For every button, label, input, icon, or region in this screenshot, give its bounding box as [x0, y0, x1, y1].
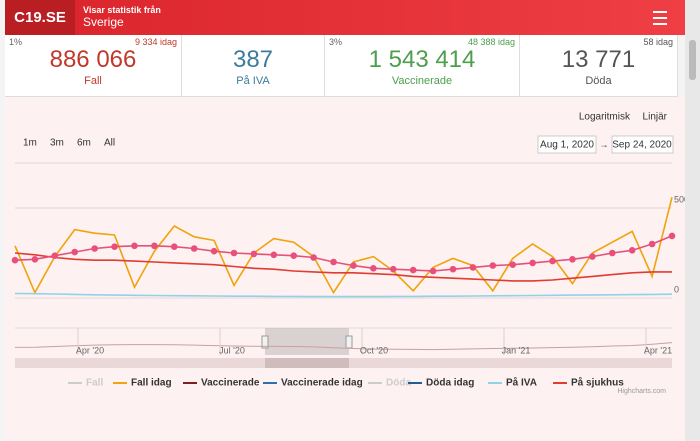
- navigator-handle[interactable]: [261, 335, 269, 349]
- point: [190, 245, 198, 252]
- point: [270, 251, 278, 259]
- point: [509, 261, 517, 269]
- card-today: 58 idag: [643, 37, 673, 47]
- legend-item[interactable]: Döda: [386, 378, 411, 389]
- stat-card: 1% 9 334 idag 886 066 Fall: [5, 35, 182, 96]
- stat-cards: 1% 9 334 idag 886 066 Fall 387 På IVA 3% 48 388…: [5, 35, 678, 97]
- series-line: [14, 252, 672, 282]
- series-line: [14, 235, 673, 272]
- legend-item[interactable]: Fall idag: [131, 378, 172, 389]
- point: [210, 247, 218, 255]
- y-tick-label: 0: [674, 284, 679, 294]
- scale-button[interactable]: Logaritmisk: [579, 112, 631, 123]
- legend-item[interactable]: Fall: [86, 378, 103, 389]
- navigator-handle[interactable]: [345, 335, 353, 349]
- card-value: 387: [232, 46, 274, 73]
- range-button[interactable]: 3m: [50, 138, 64, 149]
- navigator-label: Jan '21: [502, 345, 531, 355]
- chart: Logaritmisk Linjär 1m 3m 6m All Aug 1, 2020 → Se…: [11, 112, 685, 395]
- point: [608, 249, 616, 257]
- menu-button[interactable]: [653, 11, 667, 29]
- point: [489, 262, 497, 269]
- point: [330, 258, 337, 266]
- subtitle: Visar statistik från: [83, 5, 161, 15]
- point: [668, 232, 676, 240]
- point: [648, 240, 656, 248]
- point: [131, 242, 138, 250]
- legend-item[interactable]: På sjukhus: [571, 377, 624, 389]
- card-value: 886 066: [49, 46, 137, 73]
- scale-button[interactable]: Linjär: [643, 112, 668, 123]
- point: [449, 265, 457, 273]
- date-from: Aug 1, 2020: [540, 140, 594, 151]
- point: [370, 265, 377, 272]
- point: [51, 252, 59, 259]
- card-today: 9 334 idag: [134, 37, 177, 47]
- point: [91, 245, 98, 252]
- date-to: Sep 24, 2020: [612, 140, 672, 151]
- navigator-label: Apr '20: [76, 345, 104, 355]
- navigator-mask[interactable]: [265, 328, 349, 355]
- card-percent: 3%: [329, 37, 343, 47]
- date-separator: →: [600, 139, 609, 149]
- navigator-label: Oct '20: [360, 345, 388, 355]
- point: [409, 266, 417, 274]
- point: [250, 250, 258, 258]
- point: [290, 252, 298, 259]
- card-label: Döda: [585, 75, 612, 87]
- stat-card: 387 På IVA: [182, 35, 325, 96]
- point: [389, 265, 397, 273]
- range-button[interactable]: 6m: [77, 138, 91, 149]
- card-label: Fall: [84, 75, 102, 87]
- card-today: 48 388 idag: [467, 37, 515, 47]
- point: [11, 256, 19, 264]
- point: [230, 249, 238, 257]
- navigator-series: [14, 342, 673, 351]
- navigator-label: Apr '21: [644, 345, 672, 355]
- date-input[interactable]: [611, 135, 674, 154]
- date-input[interactable]: [537, 135, 597, 154]
- point: [310, 254, 317, 261]
- point: [549, 257, 556, 265]
- point: [31, 255, 39, 263]
- point: [170, 243, 178, 250]
- card-value: 13 771: [561, 46, 636, 73]
- point: [569, 255, 576, 263]
- logo[interactable]: C19.SE: [5, 0, 75, 35]
- stat-card: 58 idag 13 771 Döda: [520, 35, 678, 96]
- point: [350, 262, 357, 269]
- scrollbar[interactable]: [685, 0, 700, 441]
- legend-item[interactable]: På IVA: [506, 377, 537, 389]
- point: [429, 267, 437, 275]
- legend-item[interactable]: Döda idag: [426, 378, 474, 389]
- card-percent: 1%: [9, 37, 23, 47]
- card-label: Vaccinerade: [391, 75, 453, 87]
- point: [628, 247, 636, 254]
- range-button[interactable]: 1m: [23, 138, 37, 149]
- range-button[interactable]: All: [104, 138, 115, 149]
- legend-item[interactable]: Vaccinerade idag: [281, 378, 363, 389]
- point: [529, 259, 536, 267]
- scrollbar-thumb[interactable]: [265, 358, 349, 368]
- card-value: 1 543 414: [368, 46, 476, 73]
- region[interactable]: Sverige: [83, 15, 124, 29]
- point: [469, 264, 477, 271]
- point: [111, 243, 118, 250]
- point: [589, 253, 596, 260]
- stat-card: 3% 48 388 idag 1 543 414 Vaccinerade: [325, 35, 520, 96]
- point: [151, 242, 158, 250]
- y-tick-label: 500: [674, 194, 685, 204]
- legend-item[interactable]: Vaccinerade: [201, 378, 260, 389]
- top-bar: C19.SE Visar statistik från Sverige: [5, 0, 685, 35]
- credit[interactable]: Highcharts.com: [617, 388, 666, 395]
- card-label: På IVA: [236, 75, 270, 87]
- series-line: [14, 292, 673, 298]
- point: [71, 248, 79, 256]
- navigator-label: Jul '20: [219, 345, 245, 355]
